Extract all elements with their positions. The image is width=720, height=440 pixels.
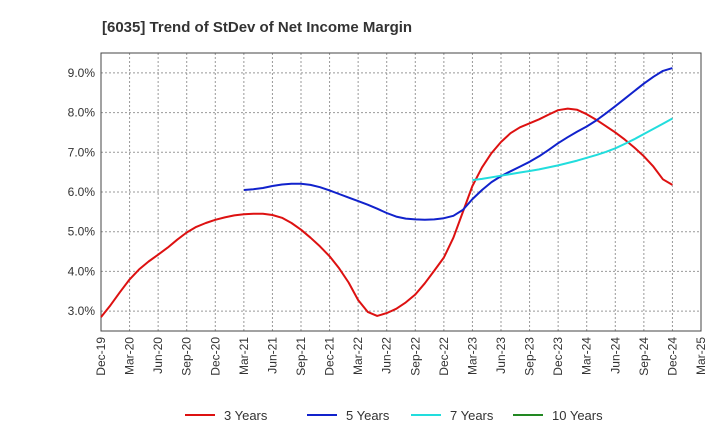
legend-label: 3 Years [224,408,268,423]
x-axis-ticks: Dec-19 Mar-20 Jun-20 Sep-20 Dec-20 Mar-21 Jun-… [94,337,708,376]
y-tick-label: 9.0% [68,66,96,80]
x-tick-label: Dec-23 [551,337,565,376]
y-tick-label: 7.0% [68,145,96,159]
x-tick-label: Jun-22 [380,337,394,374]
x-tick-label: Mar-20 [123,337,137,375]
legend-label: 7 Years [450,408,494,423]
x-tick-label: Mar-25 [694,337,708,375]
grid [100,53,702,331]
x-tick-label: Sep-24 [637,337,651,376]
x-tick-label: Dec-22 [437,337,451,376]
plot-frame [100,52,702,332]
x-tick-label: Mar-23 [465,337,479,375]
chart-title: [6035] Trend of StDev of Net Income Marg… [102,19,412,36]
y-tick-label: 5.0% [68,225,96,239]
x-tick-label: Jun-23 [494,337,508,374]
legend: 3 Years 5 Years 7 Years 10 Years [185,408,603,423]
series-line-5-years [243,67,673,221]
x-tick-label: Mar-24 [580,337,594,375]
series-line-7-years [472,117,673,182]
legend-label: 10 Years [552,408,603,423]
x-tick-label: Jun-21 [265,337,279,374]
legend-item: 3 Years [185,408,268,423]
x-tick-label: Jun-20 [151,337,165,374]
x-tick-label: Mar-22 [351,337,365,375]
y-axis-ticks: 3.0% 4.0% 5.0% 6.0% 7.0% 8.0% 9.0% [68,66,96,318]
legend-label: 5 Years [346,408,390,423]
y-tick-label: 6.0% [68,185,96,199]
x-tick-label: Sep-21 [294,337,308,376]
x-tick-label: Sep-20 [180,337,194,376]
legend-item: 10 Years [513,408,603,423]
legend-item: 7 Years [411,408,494,423]
x-tick-label: Mar-21 [237,337,251,375]
x-tick-label: Sep-23 [523,337,537,376]
y-tick-label: 4.0% [68,264,96,278]
x-tick-label: Sep-22 [408,337,422,376]
x-tick-label: Dec-21 [323,337,337,376]
x-tick-label: Jun-24 [608,337,622,374]
x-tick-label: Dec-24 [665,337,679,376]
legend-item: 5 Years [307,408,390,423]
series-line-3-years [100,107,673,318]
series-lines [100,67,673,318]
y-tick-label: 3.0% [68,304,96,318]
x-tick-label: Dec-20 [208,337,222,376]
y-tick-label: 8.0% [68,106,96,120]
x-tick-label: Dec-19 [94,337,108,376]
